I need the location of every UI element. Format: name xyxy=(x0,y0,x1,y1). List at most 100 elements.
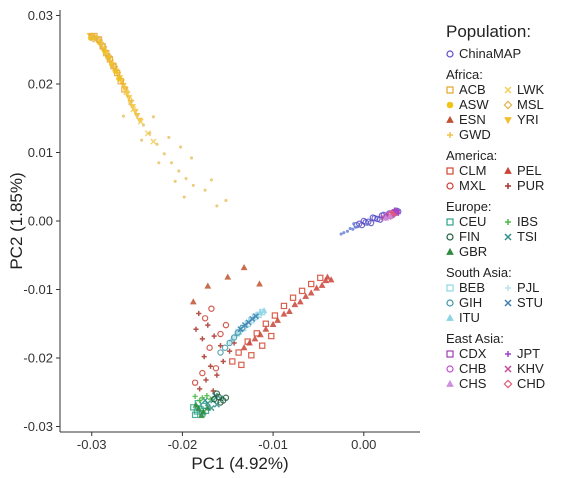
legend-marker-msl xyxy=(503,100,513,110)
legend-label: IBS xyxy=(517,214,538,229)
legend-label: BEB xyxy=(459,280,485,295)
data-point xyxy=(351,227,355,231)
data-point xyxy=(246,339,253,346)
y-tick-label: 0.03 xyxy=(28,8,53,23)
legend-marker-mxl xyxy=(446,182,454,190)
data-point xyxy=(217,343,224,349)
data-point xyxy=(95,36,103,45)
legend-marker-chs xyxy=(446,379,454,387)
data-point xyxy=(204,404,212,411)
data-point xyxy=(189,156,194,160)
data-point xyxy=(199,395,205,401)
x-axis-title: PC1 (4.92%) xyxy=(191,454,288,473)
x-axis-ticks: -0.03 -0.02 -0.01 0.00 xyxy=(77,432,376,452)
data-point xyxy=(144,130,152,137)
data-point xyxy=(302,292,310,299)
series-chs xyxy=(382,212,394,221)
data-point xyxy=(358,221,366,229)
data-point xyxy=(207,363,214,369)
data-point xyxy=(268,332,275,340)
legend-marker-khv xyxy=(504,365,512,373)
data-point xyxy=(289,294,297,301)
legend-group-title: Europe: xyxy=(446,199,492,214)
legend-marker-chb xyxy=(446,365,454,373)
data-point xyxy=(322,276,330,284)
data-point xyxy=(213,390,221,397)
data-point xyxy=(197,397,203,404)
legend-label: CDX xyxy=(459,346,487,361)
y-axis-title: PC2 (1.85%) xyxy=(7,172,26,269)
data-point xyxy=(201,354,207,360)
y-axis-ticks: 0.03 0.02 0.01 0.00 -0.01 -0.02 -0.03 xyxy=(23,8,60,434)
legend-marker-pur xyxy=(505,183,511,189)
data-point xyxy=(137,118,144,125)
data-point xyxy=(177,169,181,173)
legend-label: TSI xyxy=(517,229,537,244)
data-point xyxy=(209,178,213,182)
x-tick-label: 0.00 xyxy=(351,437,376,452)
data-point xyxy=(191,183,195,187)
data-point xyxy=(189,298,197,305)
y-tick-label: 0.01 xyxy=(28,145,53,160)
data-point xyxy=(184,176,188,181)
data-point xyxy=(167,135,171,139)
data-point xyxy=(125,95,133,102)
legend-marker-jpt xyxy=(505,351,511,357)
data-point xyxy=(230,334,238,341)
data-point xyxy=(271,312,279,319)
data-point xyxy=(135,113,139,117)
data-point xyxy=(262,320,270,327)
legend-label: CHB xyxy=(459,361,486,376)
data-point xyxy=(162,152,166,156)
legend-marker-cdx xyxy=(446,350,454,358)
data-point xyxy=(248,352,255,359)
series-gbr xyxy=(192,401,212,419)
legend-label: ChinaMAP xyxy=(459,46,521,61)
data-point xyxy=(220,358,226,365)
series-acb xyxy=(88,32,128,93)
data-point xyxy=(217,330,224,338)
data-point xyxy=(205,322,211,328)
data-point xyxy=(179,145,183,149)
legend-label: LWK xyxy=(517,82,545,97)
y-tick-label: -0.02 xyxy=(23,351,53,366)
legend-label: KHV xyxy=(517,361,544,376)
legend-marker-ceu xyxy=(446,218,454,226)
data-point xyxy=(215,393,222,401)
data-point xyxy=(195,405,203,412)
legend-group-title: Africa: xyxy=(446,67,483,82)
series-chinamap-tail xyxy=(339,222,369,236)
data-point xyxy=(240,344,248,351)
data-point xyxy=(169,161,174,165)
data-point xyxy=(339,232,343,236)
data-point xyxy=(259,308,266,316)
legend-group-title: America: xyxy=(446,148,497,163)
data-point xyxy=(298,287,306,295)
data-point xyxy=(212,365,220,372)
legend-marker-pjl xyxy=(505,285,511,291)
data-point xyxy=(354,225,358,229)
data-point xyxy=(199,336,205,342)
data-point xyxy=(238,361,245,369)
data-point xyxy=(269,320,277,327)
legend-marker-chinamap xyxy=(446,50,454,58)
data-point xyxy=(327,276,335,283)
data-point xyxy=(155,142,159,146)
data-point xyxy=(226,348,233,354)
data-point xyxy=(123,89,130,96)
data-point xyxy=(191,411,199,419)
data-points xyxy=(86,32,402,419)
data-point xyxy=(115,71,121,77)
legend-label: YRI xyxy=(517,112,539,127)
data-point xyxy=(221,344,229,351)
data-point xyxy=(259,342,266,349)
data-point xyxy=(192,401,200,408)
data-point xyxy=(215,204,219,208)
data-point xyxy=(352,222,356,226)
legend-label: ACB xyxy=(459,82,486,97)
legend-label: PJL xyxy=(517,280,539,295)
data-point xyxy=(210,388,216,394)
data-point xyxy=(307,289,315,296)
legend-label: CHD xyxy=(517,376,545,391)
data-point xyxy=(224,273,232,280)
